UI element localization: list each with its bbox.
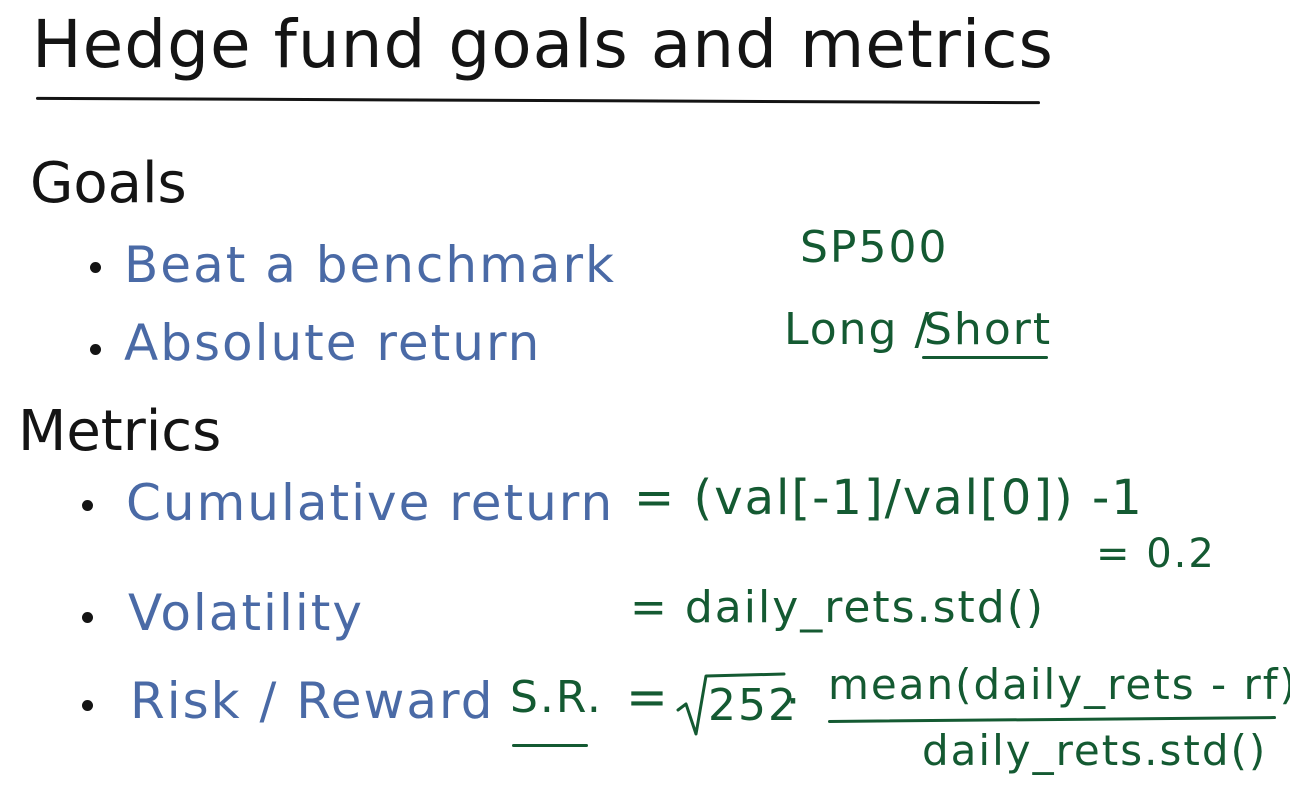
sqrt-radical-icon	[676, 672, 786, 736]
bullet-metric-2	[82, 612, 93, 623]
volatility-formula: = daily_rets.std()	[630, 582, 1046, 633]
sharpe-denominator: daily_rets.std()	[922, 726, 1268, 775]
bullet-metric-3	[82, 700, 93, 711]
goal-benchmark-note: SP500	[800, 222, 949, 273]
bullet-goal-1	[90, 262, 101, 273]
goal-long-note: Long /	[784, 304, 932, 355]
metric-cumulative-return: Cumulative return	[126, 474, 615, 532]
metric-volatility: Volatility	[128, 584, 364, 642]
cumulative-result: = 0.2	[1096, 531, 1216, 577]
sharpe-abbr-underline	[512, 744, 588, 747]
goal-absolute-return: Absolute return	[124, 314, 542, 372]
bullet-goal-2	[90, 344, 101, 355]
sharpe-numerator: mean(daily_rets - rf)	[828, 660, 1290, 709]
goal-short-note: Short	[924, 304, 1053, 355]
goal-beat-benchmark: Beat a benchmark	[124, 236, 616, 294]
title-underline	[35, 96, 1041, 105]
page-title: Hedge fund goals and metrics	[32, 6, 1054, 83]
metric-risk-reward: Risk / Reward	[130, 672, 495, 730]
short-underline	[922, 356, 1048, 359]
bullet-metric-1	[82, 500, 93, 511]
goals-heading: Goals	[30, 151, 187, 216]
fraction-bar	[827, 716, 1277, 723]
cumulative-formula: = (val[-1]/val[0]) -1	[634, 470, 1144, 526]
multiply-dot: ·	[786, 676, 802, 727]
sharpe-equals: =	[626, 668, 670, 726]
sqrt-value: 252	[708, 680, 798, 731]
sharpe-ratio-abbr: S.R.	[510, 672, 603, 723]
metrics-heading: Metrics	[18, 399, 222, 464]
